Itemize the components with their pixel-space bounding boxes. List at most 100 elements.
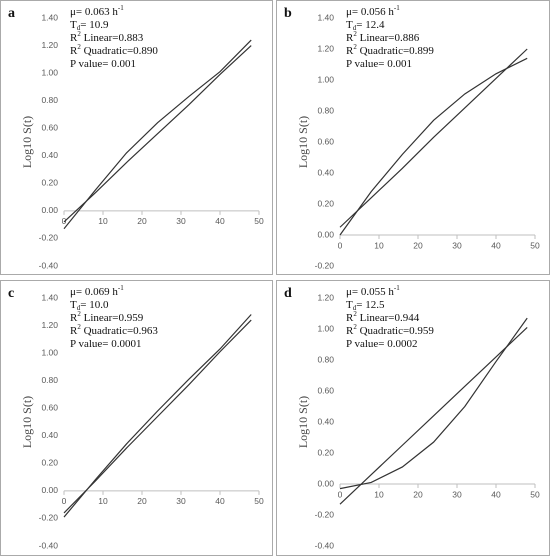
fit-line — [339, 48, 528, 228]
annotation-text: Linear=0.944 — [357, 312, 420, 324]
annotation: P value= 0.001 — [346, 58, 412, 70]
y-tick-label: 0.80 — [41, 95, 58, 105]
annotation: P value= 0.0001 — [70, 338, 141, 350]
superscript: -1 — [394, 4, 400, 12]
y-tick-label: 1.00 — [317, 323, 334, 333]
annotation-text: = 10.9 — [80, 19, 109, 31]
subscript: d — [353, 24, 357, 32]
superscript: -1 — [394, 284, 400, 292]
annotation: Td= 12.4 — [346, 19, 385, 32]
panel-letter: d — [284, 286, 292, 301]
x-tick-label: 50 — [530, 489, 540, 499]
annotation-text: Linear=0.959 — [81, 312, 144, 324]
panel-letter: c — [8, 286, 14, 301]
annotation-text: R — [70, 325, 78, 337]
y-tick-label: 0.60 — [317, 385, 334, 395]
annotation: R2 Linear=0.886 — [346, 30, 420, 44]
x-tick-label: 20 — [413, 240, 423, 250]
y-tick-label: 1.20 — [317, 292, 334, 302]
x-tick-label: 20 — [137, 496, 147, 506]
annotation-text: T — [346, 19, 353, 31]
annotation: Td= 10.0 — [70, 299, 109, 312]
y-tick-label: 0.80 — [317, 105, 334, 115]
annotation-text: Linear=0.883 — [81, 32, 144, 44]
superscript: 2 — [353, 323, 357, 331]
x-tick-label: 30 — [452, 489, 462, 499]
annotation-text: T — [346, 299, 353, 311]
y-tick-label: 0.00 — [41, 485, 58, 495]
annotation: R2 Linear=0.959 — [70, 310, 144, 324]
y-axis-label: Log10 S(t) — [296, 396, 310, 448]
superscript: 2 — [77, 30, 81, 38]
y-tick-label: -0.40 — [315, 540, 335, 550]
x-tick-label: 20 — [413, 489, 423, 499]
y-axis-label: Log10 S(t) — [296, 116, 310, 168]
annotation-text: μ= 0.056 h — [346, 6, 394, 18]
annotation-text: μ= 0.069 h — [70, 286, 118, 298]
annotation: P value= 0.0002 — [346, 338, 417, 350]
superscript: 2 — [353, 310, 357, 318]
superscript: -1 — [118, 4, 124, 12]
panel-border — [0, 0, 273, 275]
x-tick-label: 50 — [530, 240, 540, 250]
annotation-text: Quadratic=0.963 — [81, 325, 159, 337]
panel-letter: a — [8, 6, 15, 21]
y-tick-label: 0.40 — [41, 150, 58, 160]
x-tick-label: 20 — [137, 216, 147, 226]
annotation: R2 Quadratic=0.959 — [346, 323, 434, 337]
annotation-text: Quadratic=0.890 — [81, 45, 159, 57]
superscript: 2 — [77, 323, 81, 331]
annotation: μ= 0.063 h-1 — [70, 4, 124, 18]
y-tick-label: 0.20 — [317, 198, 334, 208]
fit-line — [339, 317, 528, 490]
x-tick-label: 50 — [254, 496, 264, 506]
x-tick-label: 30 — [176, 216, 186, 226]
annotation-text: P value= 0.0002 — [346, 338, 417, 350]
y-tick-label: 0.40 — [317, 167, 334, 177]
annotation-text: = 12.4 — [356, 19, 385, 31]
fit-line — [63, 319, 252, 514]
y-tick-label: -0.20 — [39, 233, 59, 243]
annotation-text: R — [346, 45, 354, 57]
y-tick-label: 0.00 — [317, 229, 334, 239]
y-tick-label: 1.40 — [41, 12, 58, 22]
annotation-text: R — [70, 45, 78, 57]
y-tick-label: 1.20 — [317, 43, 334, 53]
fit-line — [63, 39, 252, 230]
annotation: P value= 0.001 — [70, 58, 136, 70]
subscript: d — [353, 304, 357, 312]
annotation-text: Linear=0.886 — [357, 32, 420, 44]
annotation: R2 Linear=0.883 — [70, 30, 144, 44]
superscript: -1 — [118, 284, 124, 292]
y-tick-label: 0.80 — [317, 354, 334, 364]
x-tick-label: 40 — [491, 240, 501, 250]
y-axis-label: Log10 S(t) — [20, 116, 34, 168]
y-tick-label: 0.00 — [317, 478, 334, 488]
y-tick-label: 1.40 — [317, 12, 334, 22]
x-tick-label: 0 — [62, 496, 67, 506]
panel-letter: b — [284, 6, 292, 21]
y-tick-label: 0.00 — [41, 205, 58, 215]
annotation-text: Quadratic=0.899 — [357, 45, 435, 57]
annotation-text: P value= 0.001 — [70, 58, 136, 70]
superscript: 2 — [353, 30, 357, 38]
annotation-text: P value= 0.0001 — [70, 338, 141, 350]
y-tick-label: 0.60 — [317, 136, 334, 146]
fit-line — [63, 314, 252, 518]
fit-line — [63, 45, 252, 223]
superscript: 2 — [77, 310, 81, 318]
y-tick-label: 1.40 — [41, 292, 58, 302]
annotation-text: μ= 0.055 h — [346, 286, 394, 298]
x-tick-label: 40 — [215, 216, 225, 226]
annotation-text: R — [70, 32, 78, 44]
x-tick-label: 40 — [215, 496, 225, 506]
x-tick-label: 0 — [338, 489, 343, 499]
annotation: R2 Quadratic=0.899 — [346, 43, 434, 57]
y-tick-label: 0.20 — [41, 458, 58, 468]
annotation: μ= 0.056 h-1 — [346, 4, 400, 18]
annotation-text: R — [346, 325, 354, 337]
x-tick-label: 10 — [374, 240, 384, 250]
annotation-text: R — [70, 312, 78, 324]
y-tick-label: 1.20 — [41, 40, 58, 50]
